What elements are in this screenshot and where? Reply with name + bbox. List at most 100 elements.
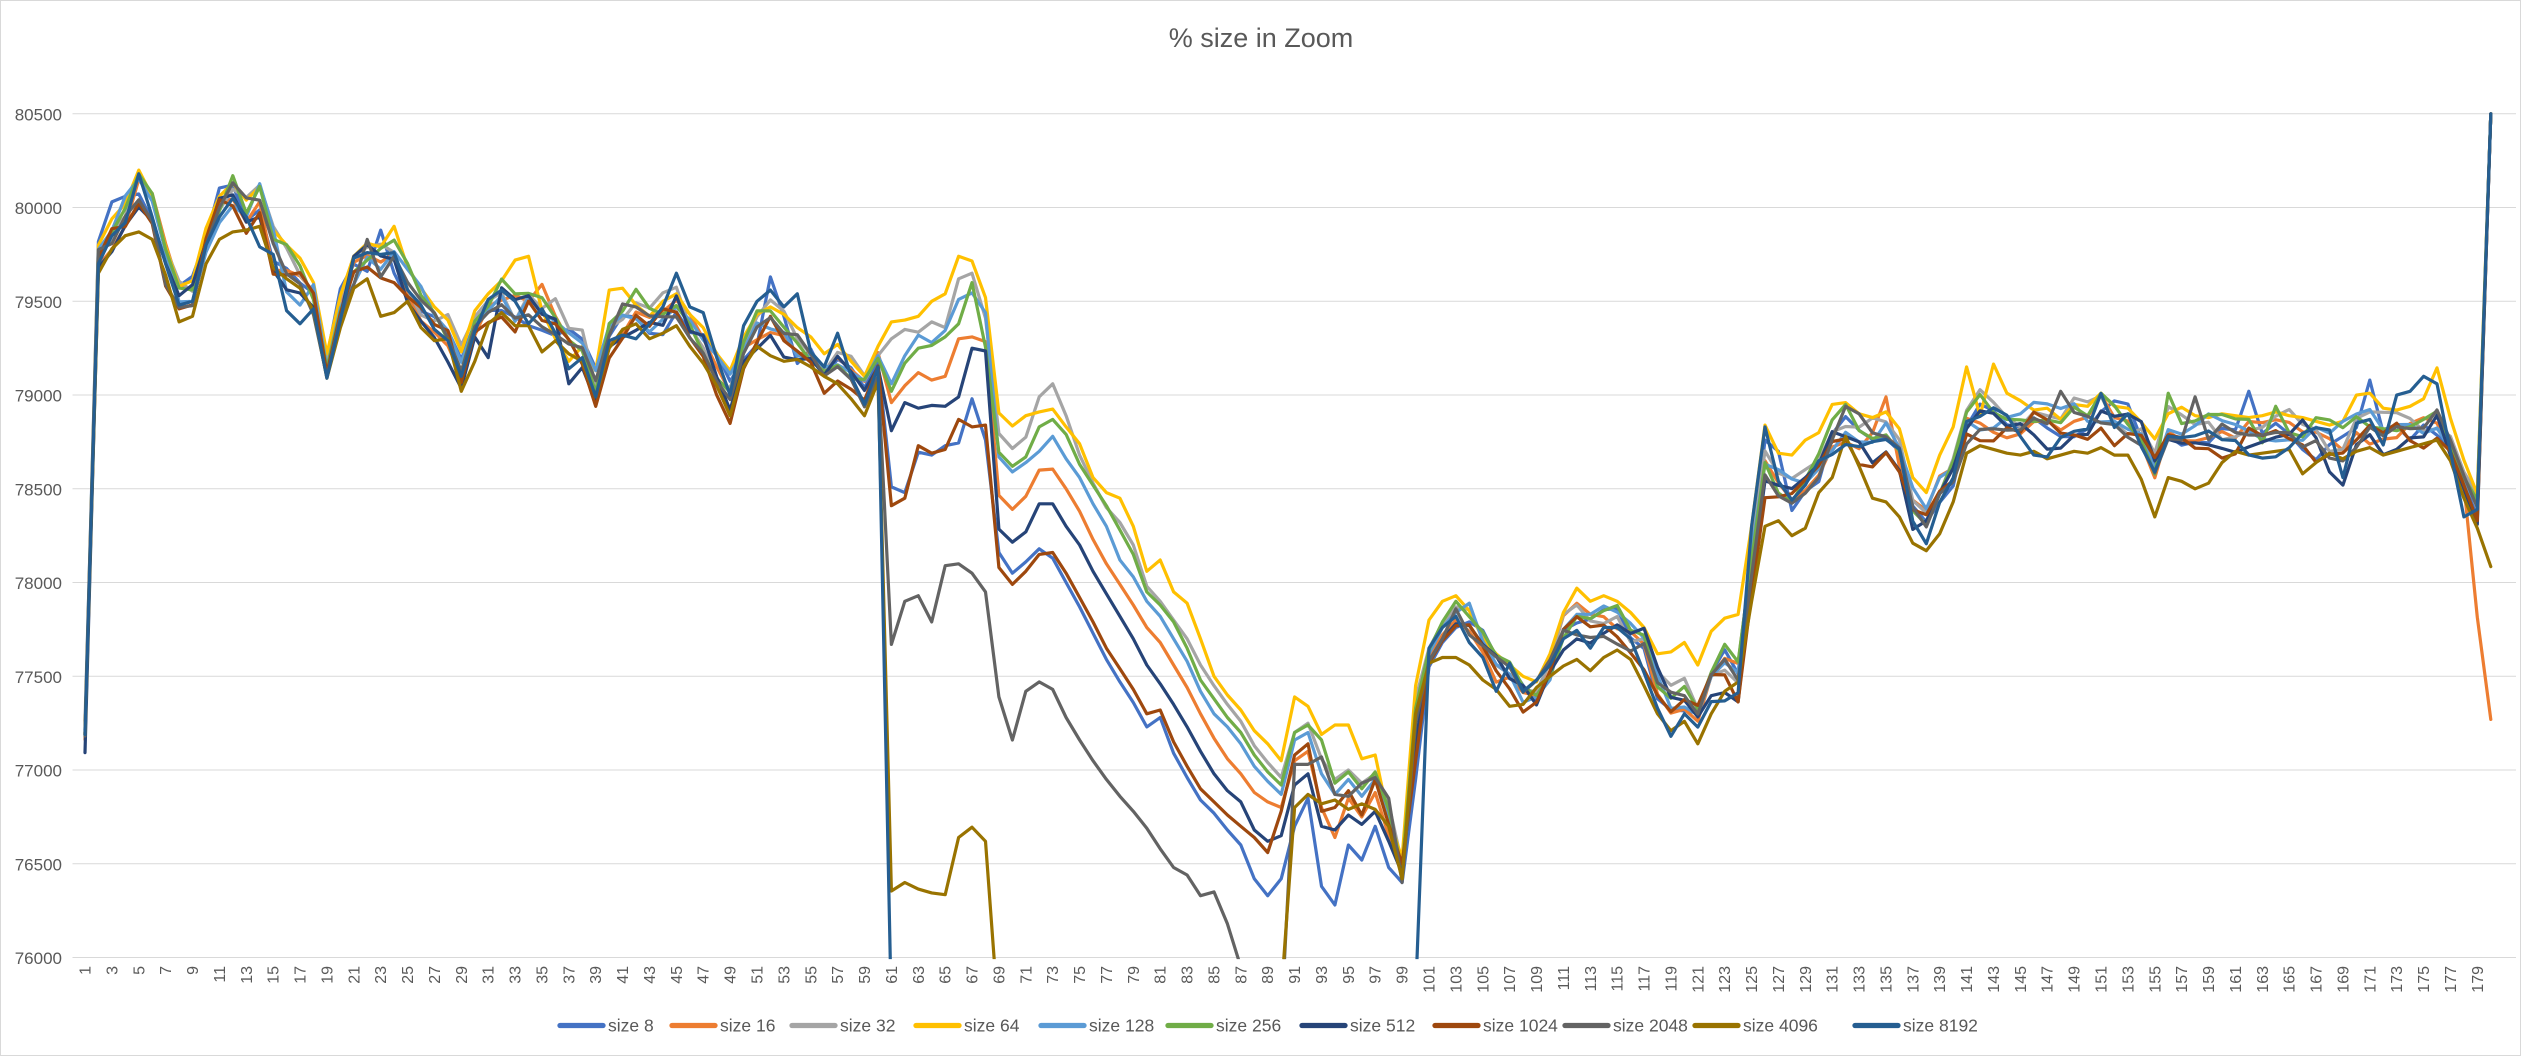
svg-text:55: 55	[803, 966, 820, 984]
svg-text:21: 21	[346, 966, 363, 984]
svg-text:41: 41	[615, 966, 632, 984]
svg-text:151: 151	[2094, 966, 2111, 993]
svg-text:165: 165	[2282, 966, 2299, 993]
svg-text:27: 27	[427, 966, 444, 984]
svg-text:9: 9	[185, 966, 202, 975]
svg-text:78000: 78000	[15, 574, 62, 593]
svg-text:77: 77	[1099, 966, 1116, 984]
svg-text:127: 127	[1771, 966, 1788, 993]
svg-text:39: 39	[588, 966, 605, 984]
svg-text:161: 161	[2228, 966, 2245, 993]
svg-text:59: 59	[857, 966, 874, 984]
svg-text:13: 13	[239, 966, 256, 984]
svg-text:155: 155	[2147, 966, 2164, 993]
svg-text:101: 101	[1422, 966, 1439, 993]
svg-text:173: 173	[2389, 966, 2406, 993]
svg-text:141: 141	[1959, 966, 1976, 993]
svg-text:131: 131	[1825, 966, 1842, 993]
svg-text:71: 71	[1018, 966, 1035, 984]
svg-text:81: 81	[1153, 966, 1170, 984]
svg-text:61: 61	[884, 966, 901, 984]
svg-text:19: 19	[319, 966, 336, 984]
svg-text:size 32: size 32	[840, 1016, 895, 1036]
svg-text:5: 5	[131, 966, 148, 975]
svg-text:139: 139	[1932, 966, 1949, 993]
svg-text:121: 121	[1690, 966, 1707, 993]
svg-text:163: 163	[2255, 966, 2272, 993]
svg-text:123: 123	[1717, 966, 1734, 993]
svg-text:79000: 79000	[15, 387, 62, 406]
svg-text:93: 93	[1314, 966, 1331, 984]
svg-text:43: 43	[642, 966, 659, 984]
svg-text:65: 65	[938, 966, 955, 984]
svg-text:size 1024: size 1024	[1483, 1016, 1558, 1036]
svg-text:99: 99	[1395, 966, 1412, 984]
svg-text:53: 53	[776, 966, 793, 984]
svg-text:76000: 76000	[15, 949, 62, 968]
svg-text:77500: 77500	[15, 668, 62, 687]
svg-text:143: 143	[1986, 966, 2003, 993]
svg-text:79500: 79500	[15, 293, 62, 312]
svg-text:75: 75	[1072, 966, 1089, 984]
svg-text:63: 63	[911, 966, 928, 984]
svg-text:size 8192: size 8192	[1903, 1016, 1978, 1036]
svg-text:51: 51	[750, 966, 767, 984]
svg-text:103: 103	[1448, 966, 1465, 993]
svg-text:size 8: size 8	[608, 1016, 654, 1036]
svg-text:15: 15	[266, 966, 283, 984]
svg-text:153: 153	[2120, 966, 2137, 993]
svg-text:157: 157	[2174, 966, 2191, 993]
svg-text:167: 167	[2309, 966, 2326, 993]
svg-text:% size in Zoom: % size in Zoom	[1169, 23, 1354, 53]
svg-text:111: 111	[1556, 966, 1573, 990]
svg-text:size 2048: size 2048	[1613, 1016, 1688, 1036]
svg-text:size 16: size 16	[720, 1016, 775, 1036]
svg-text:17: 17	[293, 966, 310, 984]
svg-text:31: 31	[481, 966, 498, 984]
svg-text:129: 129	[1798, 966, 1815, 993]
svg-text:107: 107	[1502, 966, 1519, 993]
svg-text:169: 169	[2335, 966, 2352, 993]
svg-text:95: 95	[1341, 966, 1358, 984]
svg-text:135: 135	[1879, 966, 1896, 993]
svg-text:109: 109	[1529, 966, 1546, 993]
svg-text:25: 25	[400, 966, 417, 984]
svg-text:33: 33	[508, 966, 525, 984]
svg-text:85: 85	[1207, 966, 1224, 984]
svg-text:89: 89	[1260, 966, 1277, 984]
svg-text:3: 3	[104, 966, 121, 975]
svg-text:size 64: size 64	[964, 1016, 1020, 1036]
svg-text:125: 125	[1744, 966, 1761, 993]
svg-text:80500: 80500	[15, 105, 62, 124]
svg-text:size 256: size 256	[1216, 1016, 1281, 1036]
svg-text:29: 29	[454, 966, 471, 984]
svg-text:137: 137	[1905, 966, 1922, 993]
svg-text:159: 159	[2201, 966, 2218, 993]
svg-text:145: 145	[2013, 966, 2030, 993]
svg-text:45: 45	[669, 966, 686, 984]
svg-text:73: 73	[1045, 966, 1062, 984]
svg-text:23: 23	[373, 966, 390, 984]
svg-text:37: 37	[561, 966, 578, 984]
svg-text:78500: 78500	[15, 480, 62, 499]
svg-text:105: 105	[1475, 966, 1492, 993]
svg-text:67: 67	[965, 966, 982, 984]
svg-text:171: 171	[2362, 966, 2379, 993]
svg-text:87: 87	[1233, 966, 1250, 984]
svg-text:79: 79	[1126, 966, 1143, 984]
svg-text:175: 175	[2416, 966, 2433, 993]
svg-text:size 512: size 512	[1350, 1016, 1415, 1036]
svg-text:80000: 80000	[15, 199, 62, 218]
svg-text:91: 91	[1287, 966, 1304, 984]
svg-text:113: 113	[1583, 966, 1600, 992]
svg-text:149: 149	[2067, 966, 2084, 993]
svg-text:147: 147	[2040, 966, 2057, 993]
svg-text:49: 49	[723, 966, 740, 984]
svg-text:115: 115	[1610, 966, 1627, 992]
svg-text:77000: 77000	[15, 762, 62, 781]
svg-text:35: 35	[535, 966, 552, 984]
svg-text:11: 11	[212, 966, 229, 983]
svg-text:7: 7	[158, 966, 175, 975]
svg-text:177: 177	[2443, 966, 2460, 993]
svg-text:97: 97	[1368, 966, 1385, 984]
